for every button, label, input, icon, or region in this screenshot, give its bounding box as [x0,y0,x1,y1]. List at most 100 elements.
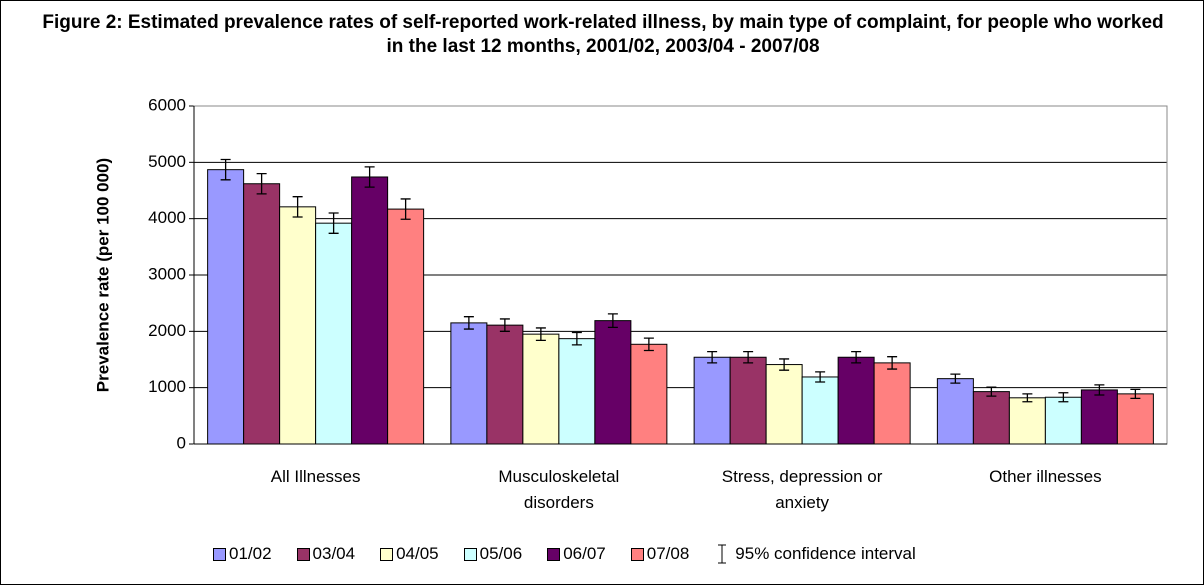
bar [630,343,668,445]
chart-title: Figure 2: Estimated prevalence rates of … [42,12,1164,57]
x-tick-label: Stress, depression or anxiety [721,467,883,512]
error-bar-line [499,318,510,332]
bar [765,364,803,445]
error-bar [535,327,546,341]
y-axis-label: Prevalence rate (per 100 000) [93,158,112,392]
error-bar-line [1022,393,1033,403]
bar [522,333,560,445]
error-bar [1094,384,1105,396]
bar [837,356,875,445]
error-bar [1022,393,1033,403]
legend-swatch [380,547,394,561]
error-bar-line [707,350,718,364]
error-bar-line [256,172,267,195]
error-bar [743,350,754,364]
error-bar [400,198,411,220]
legend-swatch [213,547,226,561]
legend-swatch [547,547,561,561]
legend-item: 04/05 [380,544,439,564]
error-bar-line [220,158,231,181]
error-bar [607,313,618,329]
error-bar [986,386,997,397]
bar [351,176,389,445]
bar [558,338,596,445]
legend-label: 06/07 [563,544,606,563]
legend-item: 95% confidence interval [714,543,916,565]
bar [387,208,425,445]
bar [1116,393,1154,445]
x-tick-label: Musculoskeletal disorders [498,467,620,512]
legend-label: 01/02 [229,544,272,563]
y-tick-label: 4000 [148,208,186,227]
error-bar-line [851,350,862,364]
bar [801,376,839,445]
bar [594,320,632,445]
error-bar-line [743,350,754,364]
bar [936,378,974,445]
error-bar-line [364,166,375,188]
error-bar-line [643,337,654,352]
bar [972,391,1010,445]
legend: 01/02 03/04 04/05 05/06 06/07 07/08 95% confid… [213,543,941,565]
bar [243,183,281,445]
x-tick-label: All Illnesses [270,467,361,486]
error-bar [779,358,790,371]
error-bar [851,350,862,364]
bar [1008,397,1046,445]
error-bar [499,318,510,332]
legend-swatch [630,547,644,561]
bar [279,206,317,445]
legend-label: 04/05 [396,544,439,563]
error-bar-line [887,356,898,370]
y-tick-label: 2000 [148,321,186,340]
error-bar-line [1130,388,1141,400]
error-bar [364,166,375,188]
error-bar [643,337,654,352]
legend-item: 07/08 [630,544,690,564]
error-bar-line [607,313,618,329]
y-tick-label: 3000 [148,264,186,283]
legend-swatch [463,547,477,561]
x-tick-label: Other illnesses [989,467,1102,486]
legend-label: 05/06 [479,544,523,563]
error-bar-line [986,386,997,397]
error-bar [887,356,898,370]
bar [1080,389,1118,445]
error-bar-line [950,373,961,384]
legend-item: 05/06 [463,544,523,564]
error-bar-line [292,196,303,218]
error-bar [292,196,303,218]
error-bar-line [779,358,790,371]
legend-item: 01/02 [213,544,272,564]
error-bar [707,350,718,364]
error-bar [950,373,961,384]
error-icon [718,544,727,564]
bar [693,356,731,445]
y-tick-label: 6000 [148,95,186,114]
legend-swatch [296,547,310,561]
bar [873,362,911,445]
error-bar-line [535,327,546,341]
error-bar-line [571,331,582,346]
error-bar [815,371,826,383]
error-bar [1130,388,1141,400]
bar [729,356,767,445]
error-bar [328,212,339,234]
bar [315,222,353,445]
y-tick-label: 5000 [148,152,186,171]
bar [486,324,524,445]
legend-label: 07/08 [646,544,690,563]
legend-item: 03/04 [296,544,356,564]
error-bar-line [1058,392,1069,403]
bar [450,322,488,445]
error-bar-line [400,198,411,220]
legend-label: 95% confidence interval [735,544,916,563]
legend-label: 03/04 [312,544,356,563]
error-legend-icon [718,544,727,564]
y-tick-label: 0 [177,433,186,452]
y-tick-label: 1000 [148,377,186,396]
error-bar-line [328,212,339,234]
bar [207,169,245,445]
error-bar [1058,392,1069,403]
